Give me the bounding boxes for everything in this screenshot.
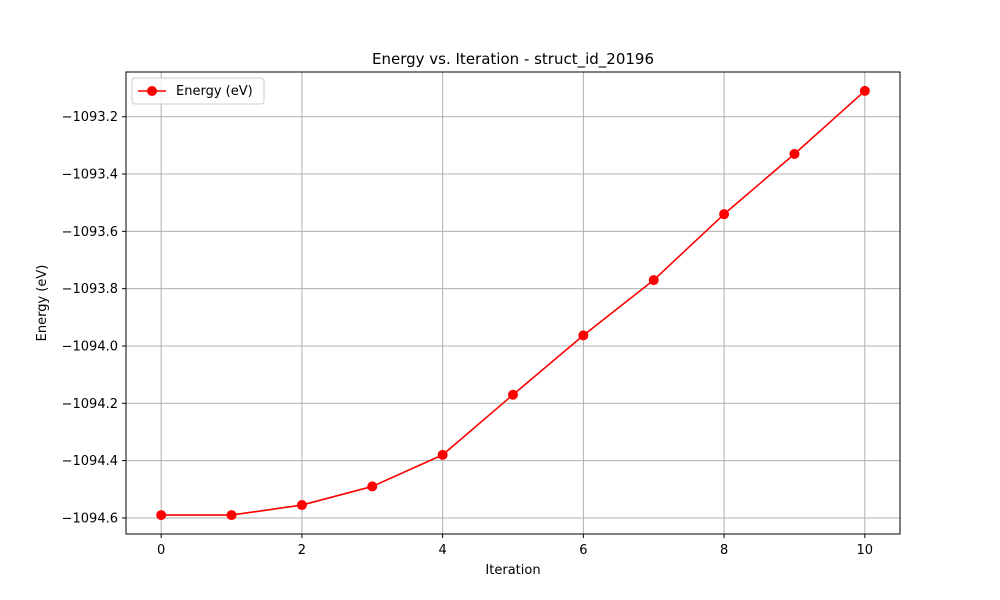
data-point xyxy=(508,389,518,400)
legend-box xyxy=(131,77,265,105)
plot-area-frame xyxy=(125,71,901,535)
legend-label: Energy (eV) xyxy=(176,84,253,99)
data-point xyxy=(226,510,237,521)
y-tick-label: −1093.8 xyxy=(62,282,118,297)
x-tick-label: 10 xyxy=(857,543,874,558)
legend: Energy (eV) xyxy=(131,77,265,105)
series-layer xyxy=(156,85,870,521)
data-point xyxy=(859,85,870,96)
data-point xyxy=(789,148,800,159)
x-tick-label: 4 xyxy=(438,543,446,558)
data-point xyxy=(719,209,730,220)
y-tick-label: −1094.4 xyxy=(62,454,118,469)
y-tick-label: −1093.2 xyxy=(62,110,118,125)
data-point xyxy=(367,481,378,492)
data-point xyxy=(648,275,659,286)
x-tick-label: 0 xyxy=(157,543,165,558)
x-tick-label: 6 xyxy=(579,543,587,558)
y-tick-label: −1094.2 xyxy=(62,397,118,412)
y-tick-label: −1094.6 xyxy=(62,511,118,526)
y-axis-label: Energy (eV) xyxy=(35,265,50,342)
x-tick-label: 8 xyxy=(720,543,728,558)
axes-layer: 0 2 4 6 8 10 −1094.6 −1094.4 −1094.2 −1094.0 −1093… xyxy=(62,71,901,558)
data-point xyxy=(578,330,589,341)
y-tick-label: −1093.6 xyxy=(62,225,118,240)
grid-layer xyxy=(126,72,900,534)
legend-marker-swatch xyxy=(147,86,157,96)
data-point xyxy=(156,510,167,521)
data-point xyxy=(437,449,448,460)
x-axis-label: Iteration xyxy=(485,563,540,578)
chart-title: Energy vs. Iteration - struct_id_20196 xyxy=(372,50,654,69)
data-point xyxy=(296,500,307,511)
y-tick-label: −1094.0 xyxy=(62,339,118,354)
x-tick-label: 2 xyxy=(298,543,306,558)
y-tick-label: −1093.4 xyxy=(62,168,118,183)
